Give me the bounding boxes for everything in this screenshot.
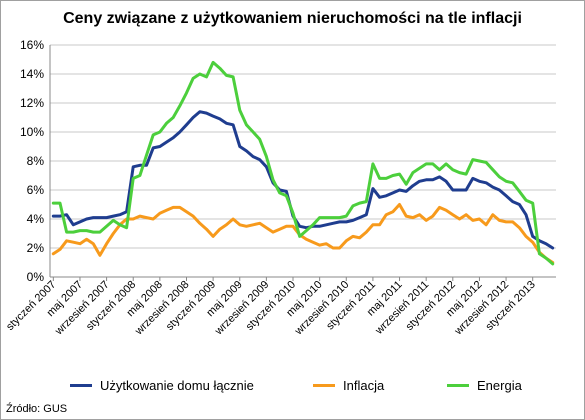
y-tick-label: 2% [27,241,45,255]
y-tick-label: 0% [27,270,45,284]
legend-item-inflacja: Inflacja [313,378,384,393]
series-line-1 [51,203,555,264]
y-tick-label: 4% [27,212,45,226]
y-tick-label: 6% [27,183,45,197]
legend-swatch [447,384,469,387]
series-line-2 [51,60,555,266]
y-tick-label: 10% [20,125,44,139]
source-note: Źródło: GUS [6,403,68,415]
legend-label: Inflacja [343,378,385,393]
legend-swatch [313,384,335,387]
legend-label: Energia [477,378,522,393]
y-tick-label: 14% [20,67,44,81]
series-line-0 [51,110,555,250]
y-tick-label: 12% [20,96,44,110]
legend-swatch [70,384,92,387]
legend-item-uzytkowanie: Użytkowanie domu łącznie [70,378,254,393]
chart-title: Ceny związane z użytkowaniem nieruchomoś… [63,10,522,27]
y-tick-label: 8% [27,154,45,168]
legend-item-energia: Energia [447,378,522,393]
legend-label: Użytkowanie domu łącznie [100,378,254,393]
y-tick-label: 16% [20,38,44,52]
